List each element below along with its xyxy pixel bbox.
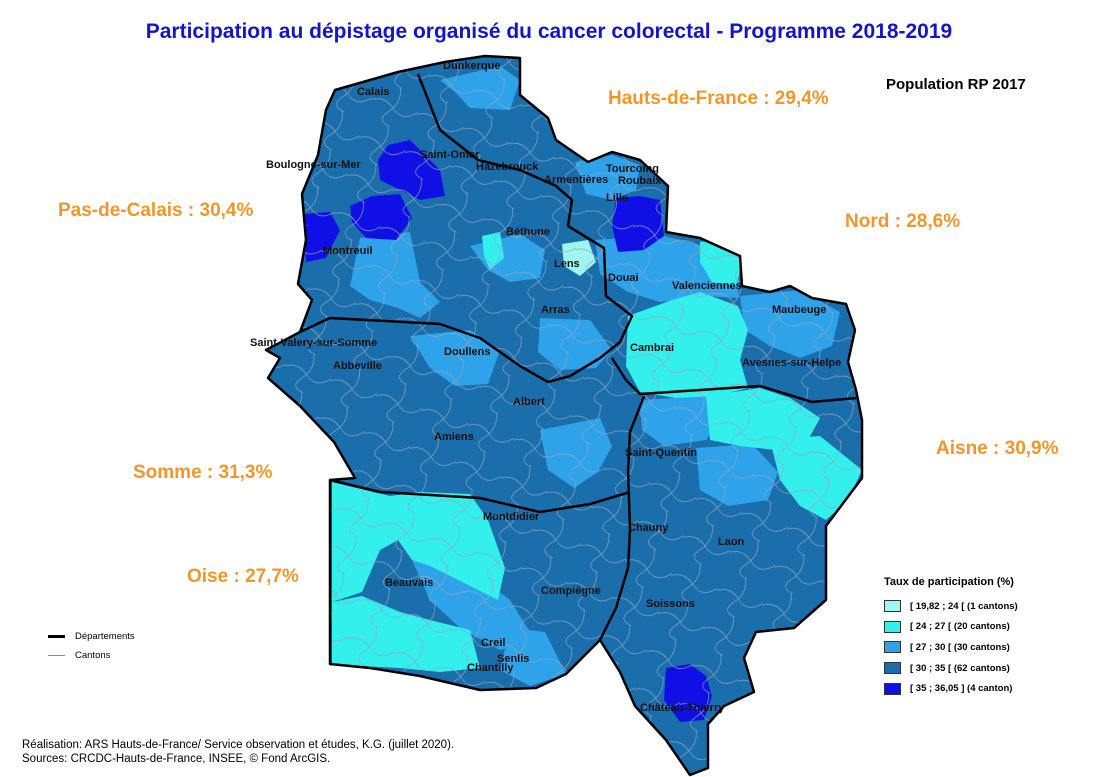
legend-label-1: [ 19,82 ; 24 [ (1 cantons) [910,600,1018,612]
city-maubeuge: Maubeuge [772,304,826,316]
city-hazebrouck: Hazebrouck [476,161,539,173]
city-tourcoing: Tourcoing [606,163,659,175]
cantons-line-sample [48,655,65,656]
city-armentieres: Armentières [544,174,608,186]
dept-rate-pas-de-calais: Pas-de-Calais : 30,4% [58,200,254,221]
city-saint-valery-sur-somme: Saint-Valery-sur-Somme [250,337,377,349]
legend-label-2: [ 24 ; 27 [ (20 cantons) [910,621,1010,633]
legend-row-2: [ 24 ; 27 [ (20 cantons) [884,617,1084,638]
legend-label-3: [ 27 ; 30 [ (30 cantons) [910,641,1010,653]
footer-realisation: Réalisation: ARS Hauts-de-France/ Servic… [22,739,455,751]
city-boulogne-sur-mer: Boulogne-sur-Mer [266,159,361,171]
city-calais: Calais [357,86,389,98]
city-douai: Douai [608,272,639,284]
region-rate-hauts-de-france: Hauts-de-France : 29,4% [608,88,829,109]
city-compiegne: Compiègne [541,585,601,597]
city-labels: Dunkerque Calais Boulogne-sur-Mer Saint-… [250,60,841,714]
city-arras: Arras [541,304,570,316]
city-montreuil: Montreuil [323,245,373,257]
city-albert: Albert [513,396,545,408]
city-dunkerque: Dunkerque [443,60,500,72]
city-roubaix: Roubaix [618,175,662,187]
legend-label-5: [ 35 ; 36,05 ] (4 canton) [910,683,1013,695]
population-label: Population RP 2017 [886,76,1026,93]
department-borders [264,54,864,777]
cantons-label: Cantons [75,650,111,661]
city-chateau-thierry: Château-Thierry [640,702,725,714]
city-senlis: Senlis [497,653,529,665]
city-cambrai: Cambrai [630,342,674,354]
departements-line-sample [48,635,65,638]
city-soissons: Soissons [646,598,695,610]
city-avesnes-sur-helpe: Avesnes-sur-Helpe [742,357,841,369]
city-saint-omer: Saint-Omer [420,149,480,161]
legend-cantons: Cantons [48,650,110,661]
dept-rate-aisne: Aisne : 30,9% [936,438,1059,459]
city-montdidier: Montdidier [483,511,540,523]
city-amiens: Amiens [434,431,474,443]
legend-swatch-3 [884,641,901,654]
legend-row-1: [ 19,82 ; 24 [ (1 cantons) [884,596,1084,617]
legend-departements: Départements [48,631,135,642]
city-lille: Lille [606,192,628,204]
city-doullens: Doullens [444,346,490,358]
legend-title: Taux de participation (%) [884,576,1014,588]
dept-rate-somme: Somme : 31,3% [133,462,273,483]
dept-rate-oise: Oise : 27,7% [187,566,299,587]
city-abbeville: Abbeville [333,360,382,372]
legend-row-4: [ 30 ; 35 [ (62 cantons) [884,658,1084,679]
map-title: Participation au dépistage organisé du c… [145,20,953,43]
legend-swatch-5 [884,682,901,695]
legend-swatch-4 [884,662,901,675]
legend-swatch-2 [884,620,901,633]
legend-swatch-1 [884,600,901,613]
dept-rate-nord: Nord : 28,6% [845,211,961,232]
city-chauny: Chauny [628,522,669,534]
city-chantilly: Chantilly [467,662,514,674]
city-valenciennes: Valenciennes [672,280,742,292]
footer-sources: Sources: CRCDC-Hauts-de-France, INSEE, ©… [22,753,331,765]
city-lens: Lens [554,258,580,270]
legend-label-4: [ 30 ; 35 [ (62 cantons) [910,662,1010,674]
participation-legend: Taux de participation (%) [ 19,82 ; 24 [… [884,576,1084,699]
legend-row-5: [ 35 ; 36,05 ] (4 canton) [884,678,1084,699]
city-creil: Creil [481,637,505,649]
city-bethune: Béthune [506,226,550,238]
legend-row-3: [ 27 ; 30 [ (30 cantons) [884,637,1084,658]
city-laon: Laon [718,536,745,548]
city-saint-quentin: Saint-Quentin [625,447,697,459]
departements-label: Départements [75,631,135,642]
city-beauvais: Beauvais [385,577,433,589]
